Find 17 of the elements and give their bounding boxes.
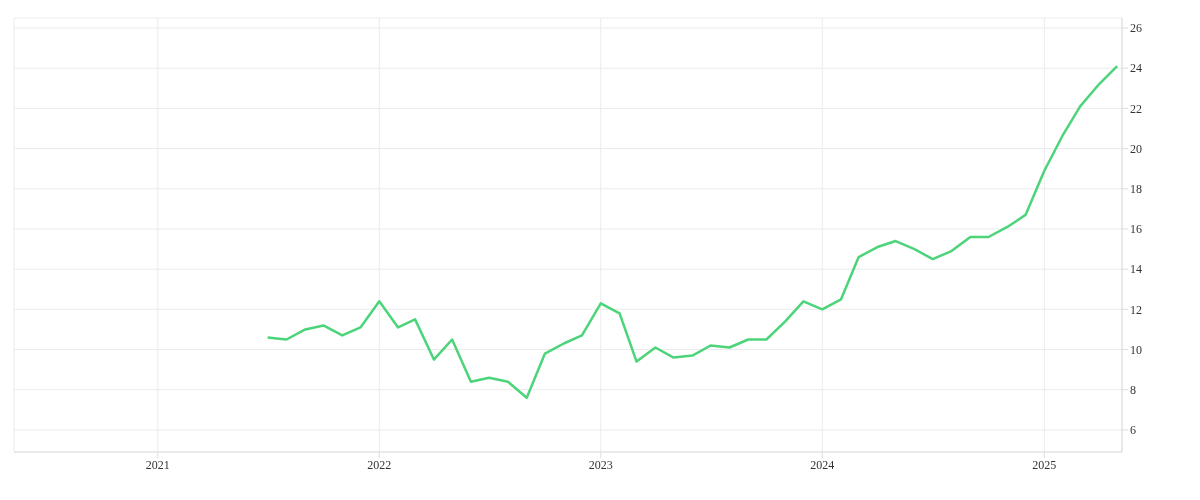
x-tick-label: 2022 xyxy=(367,457,392,472)
y-tick-label: 22 xyxy=(1130,101,1142,116)
y-tick-label: 14 xyxy=(1130,262,1142,277)
y-tick-label: 20 xyxy=(1130,141,1142,156)
y-tick-label: 18 xyxy=(1130,182,1142,197)
y-tick-label: 6 xyxy=(1130,423,1136,438)
y-tick-label: 12 xyxy=(1130,302,1142,317)
y-tick-label: 26 xyxy=(1130,21,1142,36)
y-tick-label: 16 xyxy=(1130,222,1142,237)
y-tick-label: 8 xyxy=(1130,382,1136,397)
x-tick-label: 2025 xyxy=(1032,457,1057,472)
x-tick-label: 2024 xyxy=(810,457,835,472)
x-tick-label: 2021 xyxy=(145,457,170,472)
line-series xyxy=(266,64,1119,399)
x-tick-label: 2023 xyxy=(588,457,613,472)
y-tick-label: 24 xyxy=(1130,61,1142,76)
y-tick-label: 10 xyxy=(1130,342,1142,357)
